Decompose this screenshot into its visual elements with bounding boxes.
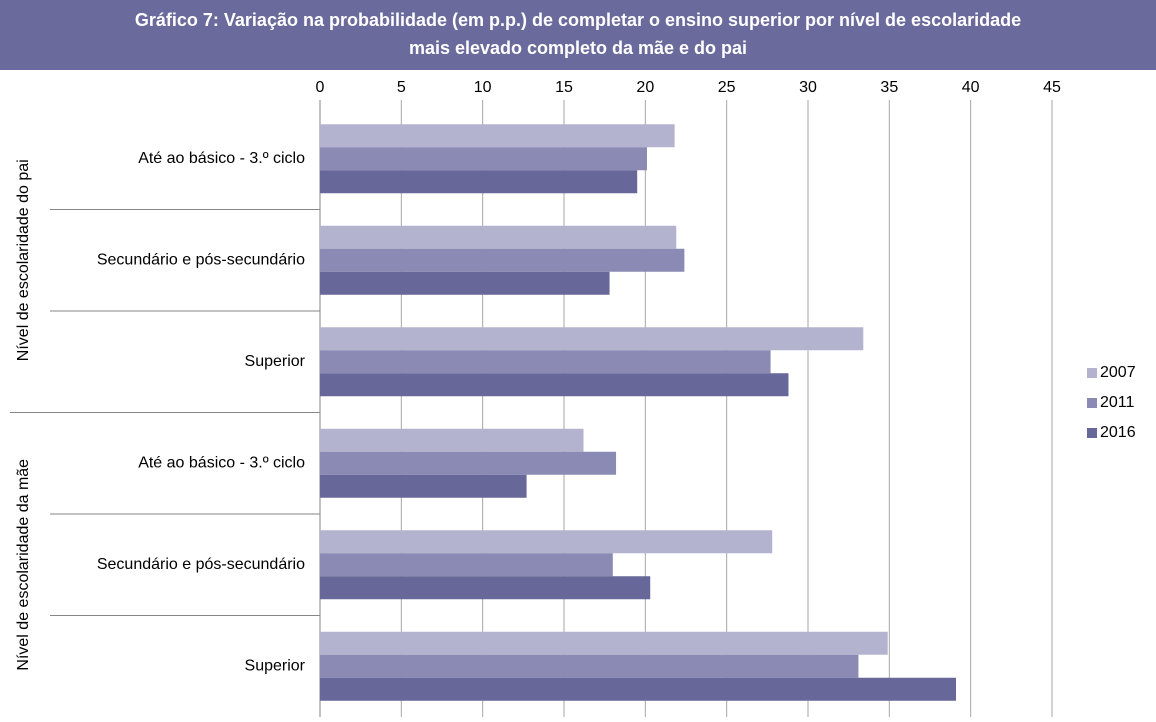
bar [320,576,651,600]
y-tick-label: Até ao básico - 3.º ciclo [138,150,305,167]
x-tick-label: 20 [636,79,654,96]
x-tick-label: 45 [1043,79,1061,96]
bar [320,530,773,554]
x-tick-label: 25 [718,79,736,96]
bar [320,451,617,475]
y-tick-label: Superior [245,353,306,370]
legend-label: 2011 [1100,394,1135,411]
bar [320,428,584,452]
y-tick-label: Superior [245,657,306,674]
chart-subtitle: mais elevado completo da mãe e do pai [409,38,747,58]
bar [320,170,638,194]
x-tick-label: 40 [962,79,980,96]
x-tick-label: 30 [799,79,817,96]
x-tick-label: 35 [880,79,898,96]
bar [320,350,771,374]
bar [320,147,647,171]
legend-label: 2016 [1100,424,1136,441]
legend-swatch [1087,428,1097,438]
y-tick-label: Secundário e pós-secundário [97,556,305,573]
bar [320,553,613,577]
x-tick-label: 5 [397,79,406,96]
x-tick-label: 0 [316,79,325,96]
legend-swatch [1087,368,1097,378]
title-banner [0,0,1156,70]
legend-swatch [1087,398,1097,408]
bar [320,248,685,272]
y-tick-label: Secundário e pós-secundário [97,251,305,268]
x-tick-label: 15 [555,79,573,96]
bar [320,225,677,249]
bar [320,124,675,148]
chart-title: Gráfico 7: Variação na probabilidade (em… [135,10,1021,30]
group-label: Nível de escolaridade da mãe [15,459,32,671]
legend-label: 2007 [1100,364,1136,381]
x-tick-label: 10 [474,79,492,96]
bar [320,373,789,397]
bar [320,327,864,351]
bar [320,271,610,295]
bar [320,654,859,678]
group-label: Nível de escolaridade do pai [15,159,32,361]
bar [320,474,527,498]
bar [320,677,957,701]
y-tick-label: Até ao básico - 3.º ciclo [138,454,305,471]
bar [320,631,888,655]
